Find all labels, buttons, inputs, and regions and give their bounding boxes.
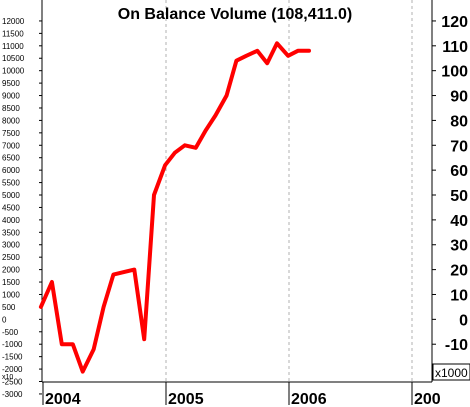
left-tick-label: 2500	[2, 253, 20, 262]
right-tick-label: 50	[450, 188, 468, 205]
left-tick-label: 10000	[2, 67, 25, 76]
left-tick-label: 9500	[2, 79, 20, 88]
left-tick-label: 3500	[2, 228, 20, 237]
left-tick-label: 5000	[2, 191, 20, 200]
left-tick-label: 5500	[2, 179, 20, 188]
left-tick-label: -2000	[2, 365, 23, 374]
left-tick-label: 0	[2, 315, 7, 324]
left-tick-label: -3000	[2, 390, 23, 399]
right-tick-label: 60	[450, 163, 468, 180]
right-tick-label: 100	[441, 64, 468, 81]
right-tick-label: 20	[450, 263, 468, 280]
multiplier-box	[432, 363, 470, 381]
left-tick-label: 3000	[2, 241, 20, 250]
right-tick-label: 80	[450, 113, 468, 130]
left-tick-label: -1500	[2, 353, 23, 362]
right-tick-label: 10	[450, 287, 468, 304]
right-tick-label: 30	[450, 238, 468, 255]
left-tick-label: 4000	[2, 216, 20, 225]
chart-title: On Balance Volume (108,411.0)	[118, 6, 352, 23]
x-tick-label: 200	[414, 391, 441, 407]
left-tick-label: 500	[2, 303, 16, 312]
right-tick-label: 90	[450, 89, 468, 106]
right-tick-label: 110	[442, 39, 468, 56]
right-axis-multiplier: x1000	[435, 366, 468, 380]
left-tick-label: 8000	[2, 116, 20, 125]
left-tick-label: -500	[2, 328, 19, 337]
left-tick-label: 6000	[2, 166, 20, 175]
x-axis-ticks: 2004 2005 2006 200	[42, 382, 441, 407]
left-tick-label: 7000	[2, 141, 20, 150]
right-tick-label: 120	[441, 14, 468, 31]
grid-lines	[165, 0, 413, 382]
right-tick-label: 70	[450, 138, 468, 155]
left-tick-label: 7500	[2, 129, 20, 138]
x-tick-label: 2004	[45, 391, 81, 407]
series-line	[38, 41, 311, 374]
left-tick-label: 4500	[2, 203, 20, 212]
left-tick-label: 1500	[2, 278, 20, 287]
left-tick-label: -1000	[2, 340, 23, 349]
series-group	[38, 41, 311, 374]
x-tick-label: 2006	[291, 391, 327, 407]
left-tick-label: 12000	[2, 17, 25, 26]
right-tick-label: -10	[445, 337, 468, 354]
x-tick-label: 2005	[168, 391, 204, 407]
left-tick-label: 11000	[2, 42, 24, 51]
left-tick-label: 11500	[2, 29, 24, 38]
left-corner-label: x10	[2, 374, 13, 381]
left-axis-ticks: 1200011500110001050010000950090008500800…	[2, 17, 42, 399]
left-tick-label: 10500	[2, 54, 25, 63]
right-tick-label: 0	[459, 312, 468, 329]
left-tick-label: 1000	[2, 290, 20, 299]
left-tick-label: 2000	[2, 266, 20, 275]
right-tick-label: 40	[450, 213, 468, 230]
left-tick-label: 9000	[2, 92, 20, 101]
left-tick-label: -2500	[2, 378, 23, 387]
left-tick-label: 8500	[2, 104, 20, 113]
left-tick-label: 6500	[2, 154, 20, 163]
